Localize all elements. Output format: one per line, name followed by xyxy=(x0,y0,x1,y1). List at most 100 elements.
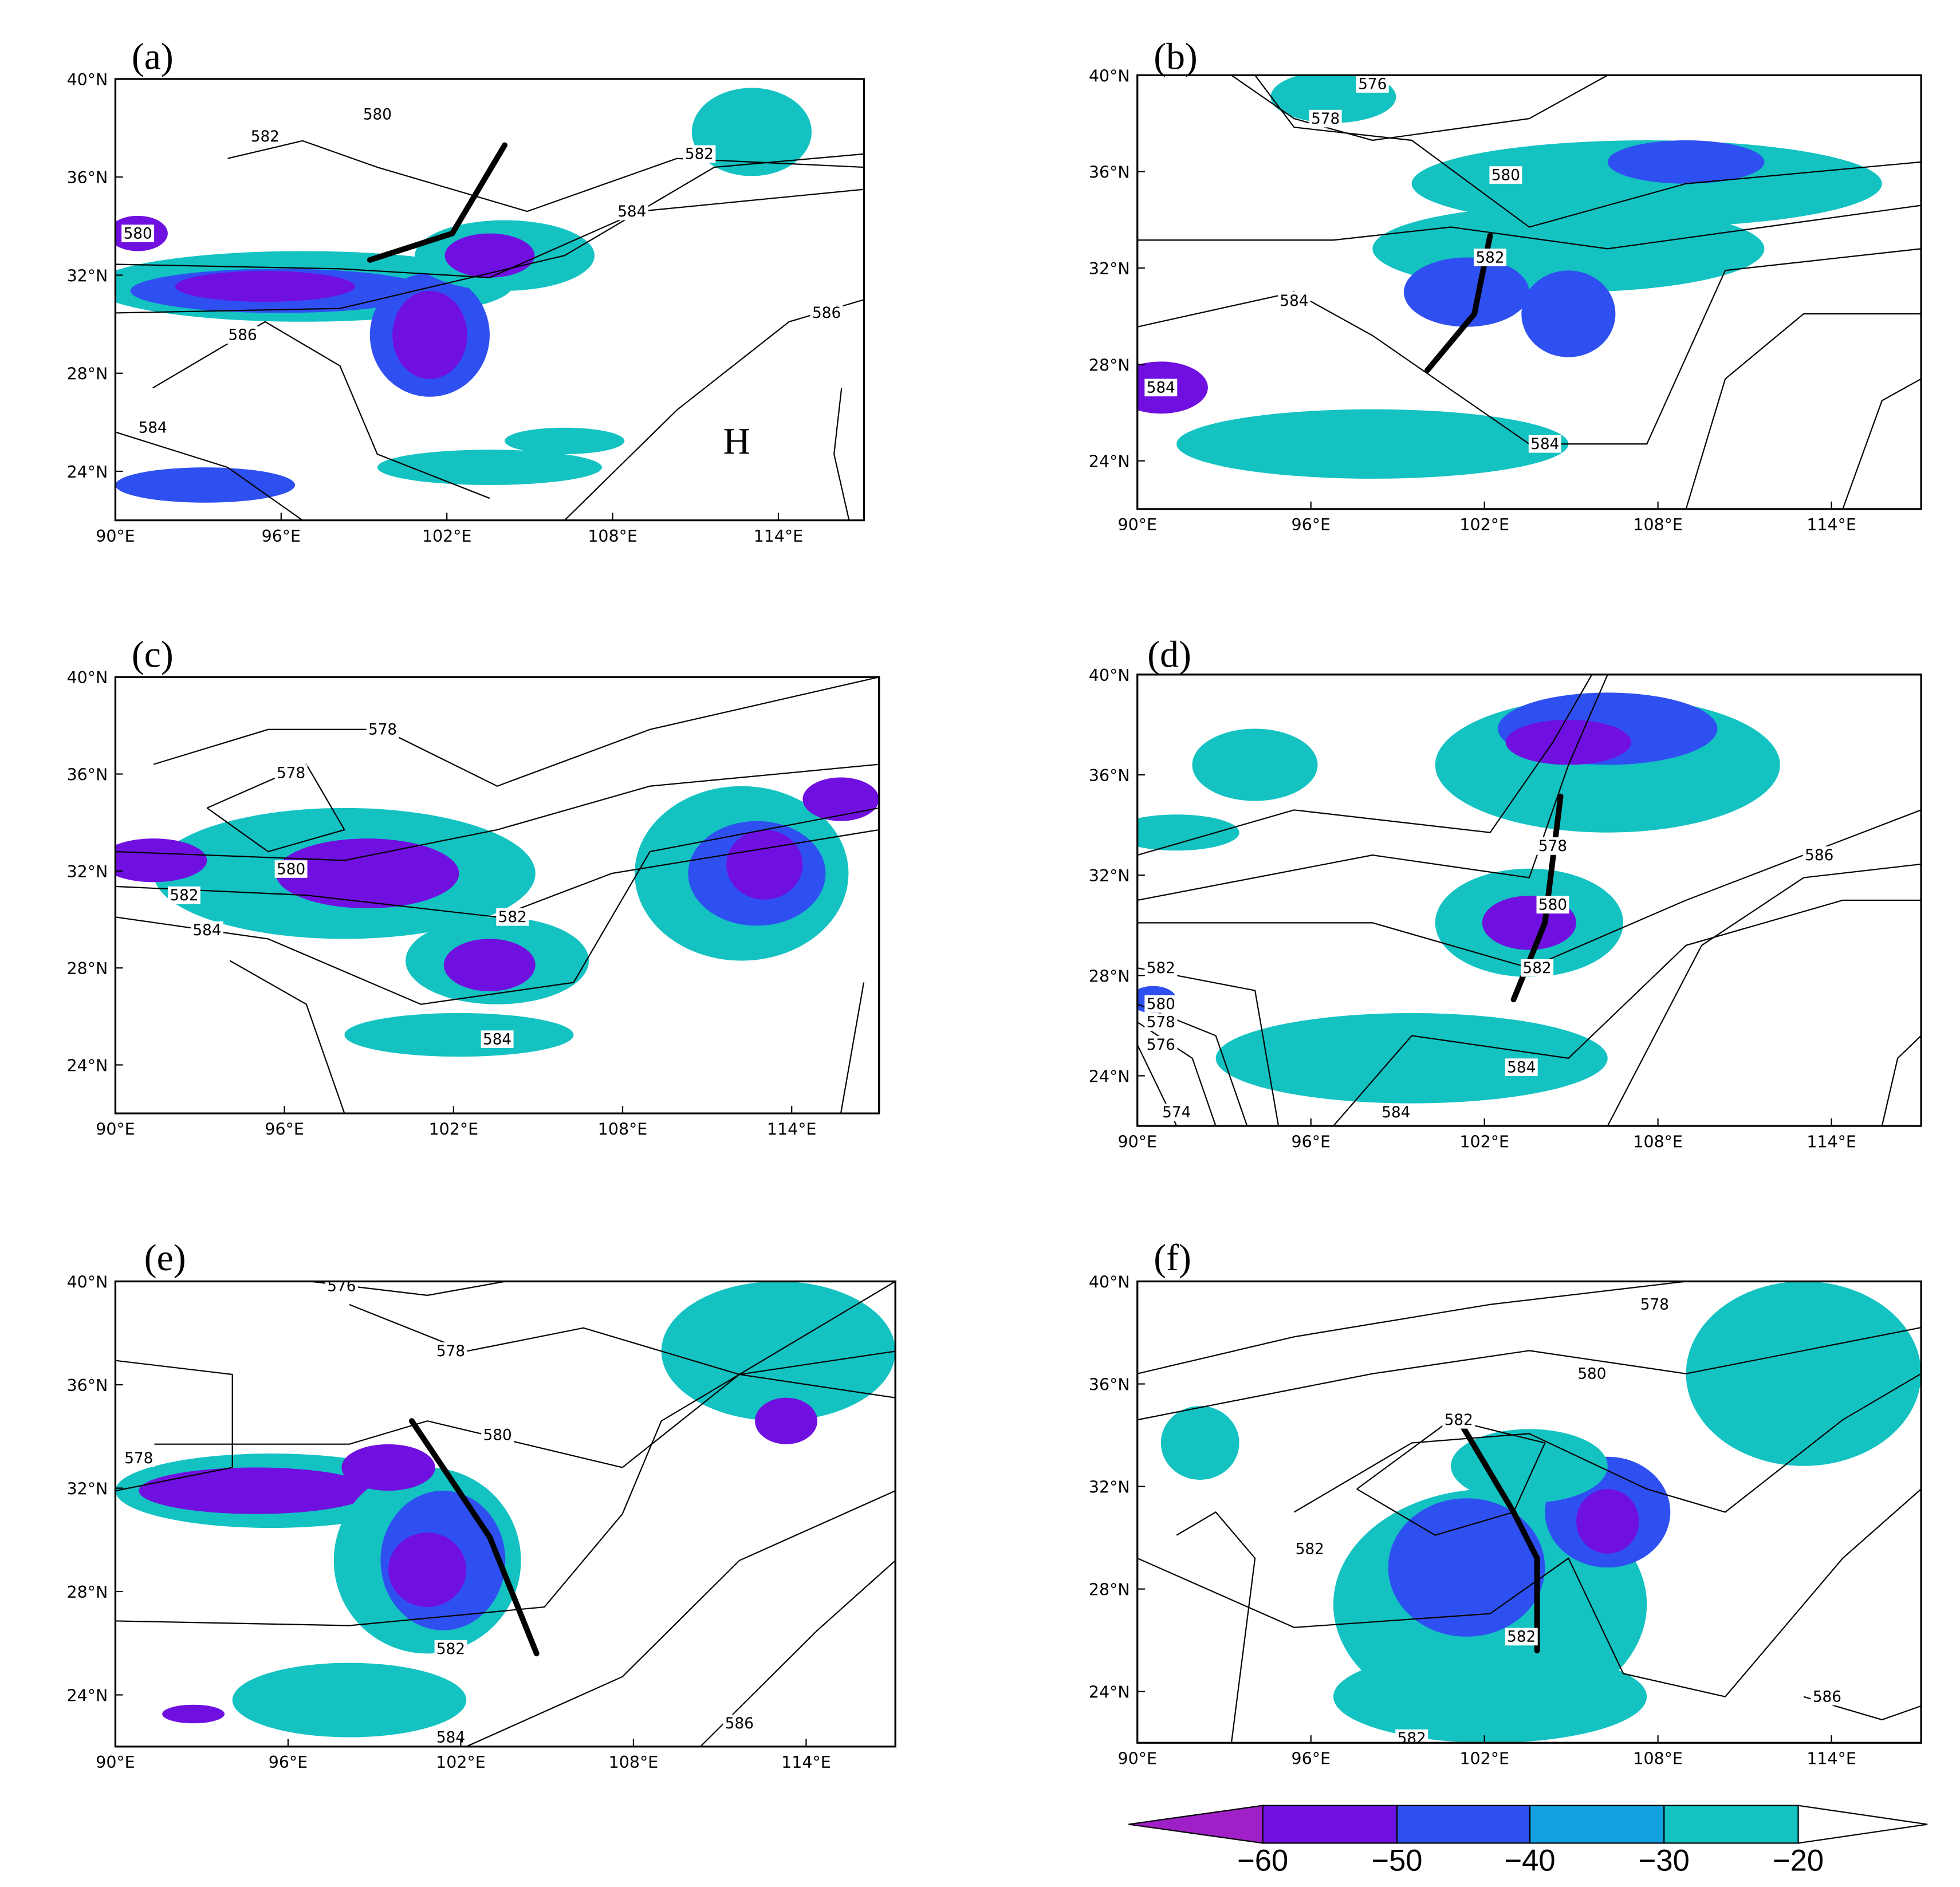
y-tick-label: 36°N xyxy=(67,766,108,785)
map-area: 576 578 580 582 584 584 584 xyxy=(1137,75,1922,509)
y-tick-label: 28°N xyxy=(1089,967,1130,986)
cloud-shading xyxy=(726,829,803,900)
height-contour xyxy=(1685,313,1922,509)
contour-label-bg xyxy=(325,1281,358,1295)
cloud-shading xyxy=(1686,1281,1922,1466)
contour-label-bg xyxy=(1144,379,1178,397)
contour-label-bg xyxy=(810,304,843,322)
contour-label-bg xyxy=(434,1342,467,1360)
contour-label: 586 xyxy=(812,305,841,322)
cloud-shading xyxy=(505,427,625,454)
contour-label: 582 xyxy=(1507,1629,1536,1646)
contour-label: 580 xyxy=(483,1427,512,1444)
contour-label-bg xyxy=(1536,896,1569,914)
y-tick-label: 28°N xyxy=(67,1583,108,1602)
contour-label: 578 xyxy=(1640,1297,1669,1314)
contour-label-bg xyxy=(434,1640,467,1658)
cloud-shading xyxy=(1607,140,1765,184)
cloud-shading xyxy=(344,1013,574,1057)
height-contour xyxy=(349,1304,896,1398)
x-tick-label: 96°E xyxy=(265,1120,304,1138)
y-tick-label: 32°N xyxy=(1089,866,1130,885)
x-tick-label: 114°E xyxy=(1806,515,1856,534)
panel-label: (c) xyxy=(132,634,174,676)
map-panel: 578 580 582 582 582 586 582 (f) 90°E 96°E 102°E 108… xyxy=(1089,1237,1922,1768)
x-tick-label: 96°E xyxy=(1292,1749,1331,1768)
y-tick-label: 40°N xyxy=(1089,66,1130,85)
contour-label: 582 xyxy=(1475,249,1504,266)
contour-label-bg xyxy=(1575,1365,1608,1382)
contour-label-bg xyxy=(1160,1104,1193,1121)
cloud-shading xyxy=(388,1533,467,1608)
colorbar-tick-label: −30 xyxy=(1639,1844,1690,1878)
x-tick-label: 90°E xyxy=(1118,515,1157,534)
cloud-shading xyxy=(232,1663,467,1738)
cloud-shading xyxy=(691,88,812,176)
map-frame xyxy=(114,676,880,1114)
cloud-shading xyxy=(341,1444,435,1491)
cloud-shading xyxy=(1576,1489,1639,1554)
contour-label-bg xyxy=(1505,1628,1538,1646)
contour-label: 584 xyxy=(1507,1059,1536,1076)
x-tick-label: 90°E xyxy=(96,1120,135,1138)
cloud-shading xyxy=(115,467,296,503)
contour-label: 576 xyxy=(1147,1037,1175,1054)
x-tick-label: 90°E xyxy=(1118,1749,1157,1768)
panel-label: (a) xyxy=(132,36,174,77)
contour-label-bg xyxy=(121,224,155,242)
cloud-shading xyxy=(1451,1429,1608,1503)
colorbar-tick-label: −50 xyxy=(1371,1844,1422,1878)
height-contour xyxy=(1137,674,1593,856)
x-tick-label: 108°E xyxy=(1633,515,1683,534)
x-tick-label: 114°E xyxy=(767,1120,817,1138)
height-contour xyxy=(833,388,850,521)
y-tick-label: 40°N xyxy=(67,1273,108,1291)
map-frame xyxy=(114,1280,896,1748)
cloud-shading xyxy=(755,1397,818,1444)
contour-label-bg xyxy=(1802,846,1836,864)
contour-label: 578 xyxy=(124,1450,153,1467)
colorbar-tick-label: −60 xyxy=(1237,1844,1288,1878)
contour-label: 582 xyxy=(1147,960,1175,977)
height-contour xyxy=(1137,1281,1922,1374)
x-tick-label: 114°E xyxy=(781,1753,831,1772)
y-tick-label: 28°N xyxy=(1089,1581,1130,1600)
cloud-shading xyxy=(275,838,459,909)
height-contour xyxy=(115,1360,233,1492)
contour-label: 586 xyxy=(1813,1688,1841,1705)
contour-label-bg xyxy=(1811,1688,1844,1705)
x-tick-label: 108°E xyxy=(1633,1749,1683,1768)
contour-label-bg xyxy=(1474,249,1506,266)
height-contour xyxy=(840,982,865,1114)
height-contour xyxy=(1607,863,1922,1126)
height-contour xyxy=(699,1560,896,1747)
contour-label: 582 xyxy=(1398,1730,1426,1747)
height-contour xyxy=(1137,1021,1217,1126)
map-area: 580 582 582 584 586 586 580 584 H xyxy=(115,78,864,521)
colorbar-tick-label: −20 xyxy=(1773,1844,1824,1878)
contour-label: 584 xyxy=(483,1031,511,1048)
height-contour xyxy=(153,677,879,787)
contour-label-bg xyxy=(1395,1729,1428,1743)
contour-label: 580 xyxy=(124,225,152,242)
y-tick-label: 36°N xyxy=(1089,1376,1130,1394)
map-frame xyxy=(1136,74,1922,510)
panel-label: (f) xyxy=(1154,1237,1191,1279)
height-contour xyxy=(1333,899,1922,1126)
contour-label-bg xyxy=(615,202,648,220)
cloud-shading xyxy=(1505,719,1631,765)
y-tick-label: 28°N xyxy=(1089,356,1130,375)
y-tick-label: 36°N xyxy=(1089,163,1130,182)
trough-line xyxy=(367,142,508,263)
contour-label-bg xyxy=(167,886,200,904)
x-tick-label: 114°E xyxy=(1806,1132,1856,1151)
height-contour xyxy=(1356,1419,1546,1536)
contour-label-bg xyxy=(361,105,394,123)
y-tick-label: 24°N xyxy=(1089,1067,1130,1086)
contour-label-bg xyxy=(1277,291,1310,310)
y-tick-label: 32°N xyxy=(67,862,108,881)
contour-label-bg xyxy=(1521,959,1554,977)
contour-label: 580 xyxy=(363,106,392,123)
cloud-shading xyxy=(162,1704,225,1724)
panel-label: (e) xyxy=(144,1237,186,1279)
